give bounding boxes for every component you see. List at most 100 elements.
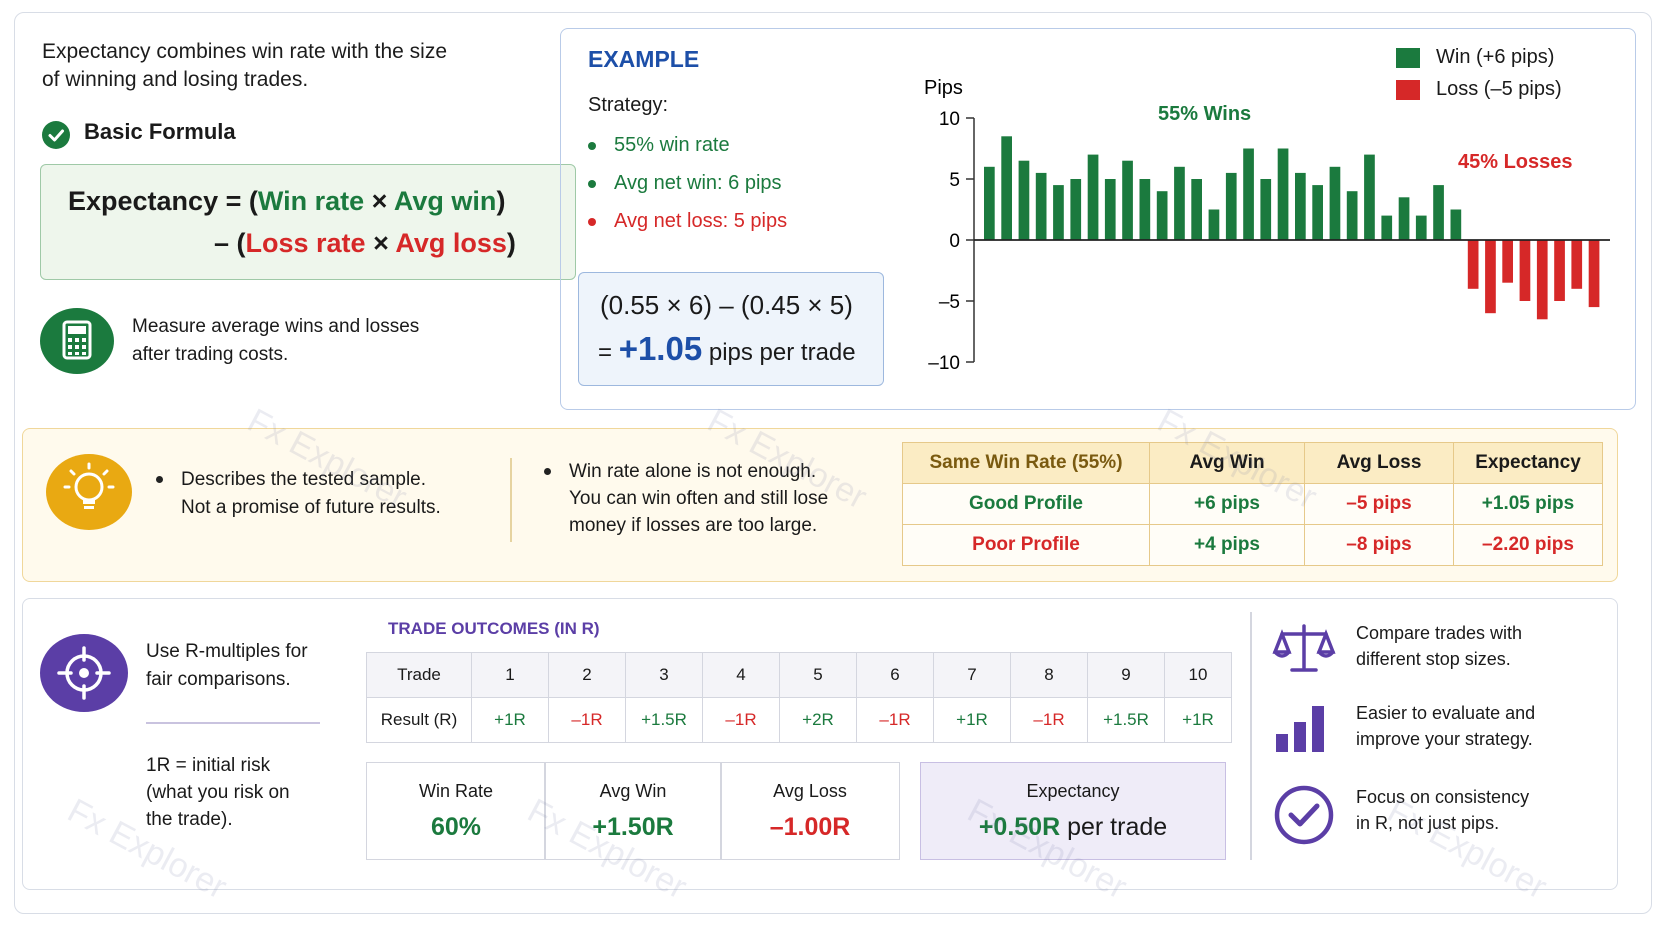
win-bar <box>1053 185 1064 240</box>
loss-bar <box>1571 240 1583 289</box>
example-title: EXAMPLE <box>588 46 700 72</box>
legend-swatch-loss <box>1396 80 1420 100</box>
win-bar <box>1035 172 1047 240</box>
table-cell: 6 <box>856 652 934 698</box>
y-ticks: 10 5 0 –5 –10 <box>928 109 974 374</box>
divider <box>146 722 320 724</box>
win-bar <box>1295 172 1306 240</box>
table-cell: Poor Profile <box>902 524 1150 566</box>
win-bar <box>1260 179 1272 240</box>
trade-outcomes-table: Trade 1 2 3 4 5 6 7 8 9 10 Result (R) +1… <box>366 652 1232 743</box>
win-bar <box>1001 136 1012 240</box>
table-cell: –1R <box>702 697 780 743</box>
loss-bar <box>1502 240 1513 283</box>
bars-group <box>984 136 1600 320</box>
trade-outcomes-title: TRADE OUTCOMES (IN R) <box>388 619 600 638</box>
formula-line-1: Expectancy = (Win rate × Avg win) <box>68 186 506 216</box>
win-bar <box>1364 154 1375 240</box>
r-multiples-panel <box>22 598 1618 890</box>
loss-bar <box>1588 240 1600 308</box>
intro-text: Expectancy combines win rate with the si… <box>42 40 448 91</box>
y-tick-label: 10 <box>939 109 960 130</box>
win-bar <box>984 166 995 240</box>
stat-win-rate: Win Rate 60% <box>366 762 546 860</box>
bar-chart-icon <box>1272 700 1332 761</box>
calculation-result: = +1.05 pips per trade <box>598 330 856 367</box>
sample-note: Describes the tested sample. Not a promi… <box>156 466 441 522</box>
stat-avg-win: Avg Win +1.50R <box>544 762 722 860</box>
table-cell: –1R <box>1010 697 1088 743</box>
check-circle-icon <box>1272 784 1336 851</box>
loss-bar <box>1485 240 1496 314</box>
win-bar <box>1191 179 1202 240</box>
table-cell: +1R <box>471 697 549 743</box>
win-bar <box>1139 179 1151 240</box>
loss-bar <box>1519 240 1531 301</box>
y-tick-label: –5 <box>939 292 960 313</box>
table-cell: 9 <box>1087 652 1165 698</box>
win-bar <box>1122 160 1133 240</box>
win-bar <box>1433 185 1444 240</box>
formula-line-2: – (Loss rate × Avg loss) <box>214 228 516 258</box>
trade-number-row: Trade 1 2 3 4 5 6 7 8 9 10 <box>366 652 1232 698</box>
win-bar <box>1346 191 1358 240</box>
legend-swatch-win <box>1396 48 1420 68</box>
win-bar <box>1398 197 1410 240</box>
r-multiples-text: Use R-multiples for fair comparisons. <box>146 641 308 690</box>
divider <box>1250 612 1252 860</box>
loss-bar <box>1554 240 1565 301</box>
stat-expectancy: Expectancy +0.50R per trade <box>920 762 1226 860</box>
formula-box <box>40 164 576 280</box>
win-bar <box>1104 179 1116 240</box>
table-cell: 5 <box>779 652 857 698</box>
table-cell: –2.20 pips <box>1453 524 1603 566</box>
table-cell: 8 <box>1010 652 1088 698</box>
trade-result-row: Result (R) +1R –1R +1.5R –1R +2R –1R +1R –1R +1.… <box>366 697 1232 743</box>
strategy-bullet: Avg net loss: 5 pips <box>588 210 787 233</box>
table-cell: 4 <box>702 652 780 698</box>
y-tick-label: 0 <box>949 231 960 252</box>
loss-bar <box>1536 240 1548 320</box>
calculation-line: (0.55 × 6) – (0.45 × 5) <box>600 290 853 320</box>
lightbulb-icon <box>46 454 132 530</box>
table-cell: 2 <box>548 652 626 698</box>
win-bar <box>1415 215 1427 240</box>
table-cell: –1R <box>548 697 626 743</box>
table-cell: +1R <box>933 697 1011 743</box>
strategy-label: Strategy: <box>588 94 669 116</box>
header-cell: Same Win Rate (55%) <box>902 442 1150 484</box>
win-bar <box>1329 166 1341 240</box>
table-cell: +2R <box>779 697 857 743</box>
win-rate-note: Win rate alone is not enough. You can wi… <box>544 458 828 539</box>
table-cell: –1R <box>856 697 934 743</box>
y-axis-label: Pips <box>924 77 963 99</box>
loss-bar <box>1467 240 1479 289</box>
page-frame <box>14 12 1652 914</box>
y-tick-label: 5 <box>949 170 960 191</box>
measure-text: Measure average wins and losses after tra… <box>132 316 420 365</box>
y-tick-label: –10 <box>928 353 960 374</box>
win-bar <box>1312 185 1323 240</box>
row-label: Result (R) <box>366 697 472 743</box>
losses-annotation: 45% Losses <box>1458 151 1573 173</box>
header-cell: Expectancy <box>1453 442 1603 484</box>
basic-formula-label: Basic Formula <box>84 119 236 144</box>
win-bar <box>1450 209 1462 240</box>
table-cell: +1.05 pips <box>1453 483 1603 525</box>
win-bar <box>1381 215 1393 240</box>
table-cell: +4 pips <box>1149 524 1305 566</box>
benefit-text: Easier to evaluate and improve your strat… <box>1356 703 1536 749</box>
wins-annotation: 55% Wins <box>1158 103 1251 125</box>
r-definition: 1R = initial risk (what you risk on the tr… <box>146 755 290 830</box>
table-cell: +1.5R <box>1087 697 1165 743</box>
crosshair-icon <box>40 634 128 712</box>
legend-label-win: Win (+6 pips) <box>1436 46 1555 68</box>
win-bar <box>1174 166 1185 240</box>
stat-avg-loss: Avg Loss –1.00R <box>720 762 900 860</box>
header-cell: Avg Loss <box>1304 442 1454 484</box>
calculator-icon <box>40 308 114 374</box>
table-row: Poor Profile +4 pips –8 pips –2.20 pips <box>902 524 1603 566</box>
pips-bar-chart: Pips 10 5 0 –5 –10 55% Wins 45% Losses <box>924 77 1610 374</box>
win-bar <box>1070 179 1082 240</box>
table-cell: +1.5R <box>625 697 703 743</box>
